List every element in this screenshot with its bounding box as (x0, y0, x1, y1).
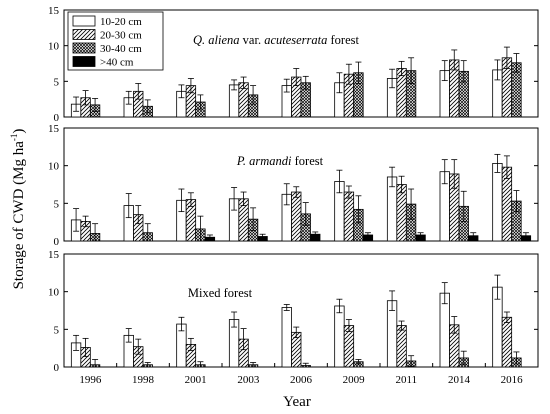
y-axis-title-superscript: -1 (9, 134, 19, 142)
y-tick-label: 0 (54, 362, 60, 374)
x-axis-title: Year (283, 394, 311, 410)
bar-10-20-cm-2009 (334, 305, 345, 368)
y-axis-title-main: Storage of CWD (Mg ha (11, 141, 27, 290)
panel-title-part: Q. aliena (193, 33, 240, 47)
y-tick-label: 15 (48, 249, 60, 261)
panel-3: 0 5 10 15 Mixed forest (48, 249, 539, 374)
legend-label: >40 cm (100, 57, 134, 69)
panel-title: Q. aliena var. acuteserrata forest (193, 33, 359, 47)
legend-swatch (72, 56, 96, 67)
y-axis-title: Storage of CWD (Mg ha-1) (9, 129, 27, 290)
y-tick-label: 0 (54, 236, 60, 248)
panel-title-part: Mixed forest (188, 286, 253, 300)
x-tick-label: 1996 (79, 374, 102, 386)
panel-title: Mixed forest (188, 286, 253, 300)
x-tick-label: 2014 (448, 374, 471, 386)
y-tick-label: 0 (54, 112, 60, 124)
x-tick-label: 2016 (501, 374, 524, 386)
y-tick-label: 15 (48, 123, 60, 135)
y-tick-label: 5 (54, 324, 60, 336)
bar-20-30-cm-2016 (501, 316, 513, 368)
legend-swatch (72, 42, 96, 54)
y-tick-label: 5 (54, 76, 60, 88)
bar-10-20-cm-2006 (281, 307, 292, 368)
y-tick-label: 10 (48, 287, 60, 299)
panel-1: 0 5 10 15 Q. aliena var. acuteserrata forest (48, 5, 539, 124)
y-tick-label: 10 (48, 161, 60, 173)
bar-20-30-cm-2009 (343, 191, 355, 242)
x-tick-label: 1998 (132, 374, 155, 386)
y-axis-title-close: ) (11, 129, 27, 134)
legend-label: 20-30 cm (100, 30, 142, 42)
x-tick-label: 2009 (343, 374, 366, 386)
legend-swatch (72, 29, 96, 40)
y-tick-label: 10 (48, 41, 60, 53)
panel-title-part: P. armandi (236, 154, 292, 168)
y-tick-label: 5 (54, 198, 60, 210)
legend-label: 30-40 cm (100, 43, 142, 55)
bar-10-20-cm-2016 (492, 163, 503, 242)
legend-label: 10-20 cm (100, 16, 142, 28)
panel-title-part: var. (240, 33, 265, 47)
panel-title-part: forest (327, 33, 359, 47)
panel-2: 0 5 10 15 P. armandi forest (48, 123, 539, 248)
y-tick-label: 15 (48, 5, 60, 17)
x-axis: 1996 1998 2001 2003 2006 2009 2011 2014 2016 (63, 363, 524, 386)
panel-title: P. armandi forest (236, 154, 324, 168)
panel-title-part: acuteserrata (264, 33, 327, 47)
bar-20-30-cm-2011 (396, 325, 407, 368)
x-tick-label: 2011 (396, 374, 418, 386)
x-tick-label: 2003 (237, 374, 260, 386)
bar-10-20-cm-2014 (439, 292, 450, 368)
legend-swatch (72, 15, 96, 27)
x-tick-label: 2006 (290, 374, 313, 386)
x-tick-label: 2001 (185, 374, 207, 386)
bar-20-30-cm-2006 (291, 191, 302, 242)
panels-layer: 0 5 10 15 Q. aliena var. acuteserrata forest… (48, 5, 539, 374)
panel-title-part: forest (292, 154, 324, 168)
